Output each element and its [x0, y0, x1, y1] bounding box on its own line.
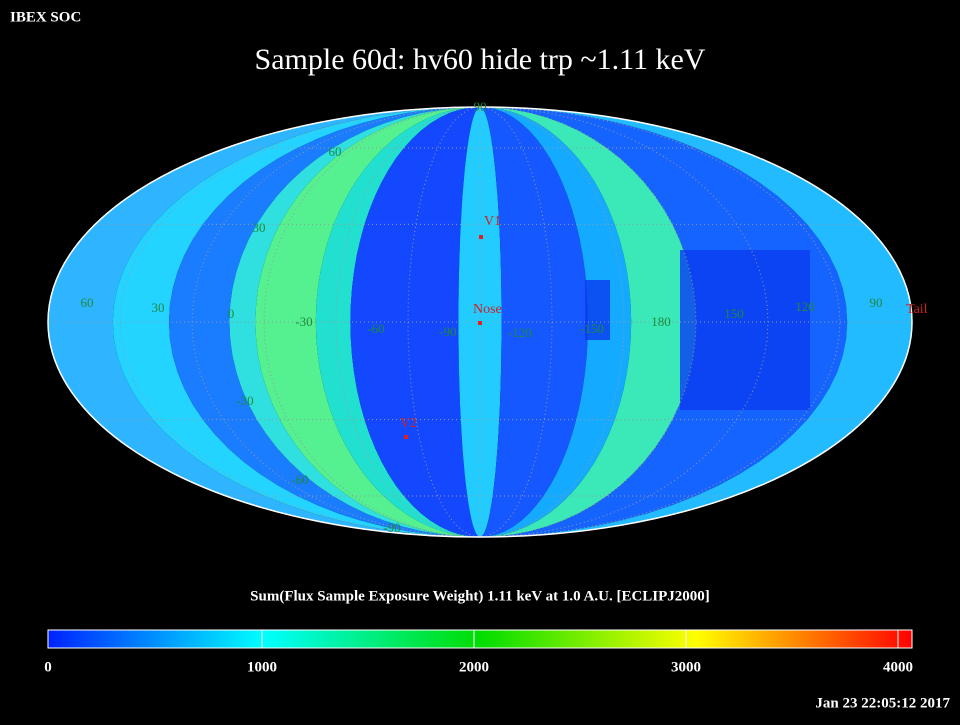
colorbar [47, 629, 913, 649]
flux-band [255, 107, 480, 537]
colorbar-tick-label: 0 [44, 659, 52, 675]
map-outline [47, 106, 913, 538]
flux-patch [585, 280, 610, 340]
flux-band [48, 107, 480, 537]
marker-label: Tail [906, 302, 928, 317]
grid-label: 30 [253, 220, 266, 235]
grid-label: -90 [439, 324, 456, 339]
page-title: Sample 60d: hv60 hide trp ~1.11 keV [255, 43, 706, 76]
timestamp: Jan 23 22:05:12 2017 [815, 695, 950, 711]
marker-dot [404, 435, 408, 439]
grid-label: 150 [724, 306, 744, 321]
grid-label: 0 [228, 306, 235, 321]
flux-patch [680, 250, 810, 410]
flux-band [480, 107, 912, 537]
grid-label: 60 [329, 144, 342, 159]
marker-label: V1 [484, 214, 501, 229]
grid-label: 180 [651, 314, 671, 329]
grid-label: -30 [295, 314, 312, 329]
flux-band [480, 107, 696, 537]
marker-label: Nose [473, 302, 502, 317]
flux-band [315, 107, 480, 537]
flux-band [480, 107, 588, 537]
grid-label: -120 [508, 325, 532, 340]
org-label: IBEX SOC [10, 9, 81, 25]
grid-label: -90 [383, 520, 400, 535]
grid-label: 30 [152, 300, 165, 315]
flux-band [480, 107, 632, 537]
grid-label: 90 [870, 295, 883, 310]
marker-dot [478, 321, 482, 325]
grid-label: -150 [580, 321, 604, 336]
grid-label: 60 [81, 295, 94, 310]
flux-band [350, 107, 480, 537]
colorbar-ticks: 0 1000 2000 3000 4000 [44, 630, 913, 675]
colorbar-tick-label: 2000 [459, 659, 489, 675]
map-labels: 90 60 30 60 30 0 -30 -60 -90 -120 -150 180 150 120 90 -… [81, 99, 928, 535]
colorbar-tick-label: 4000 [883, 659, 913, 675]
grid-label: -60 [367, 321, 384, 336]
meridian [407, 107, 481, 537]
grid-label: 120 [795, 299, 815, 314]
flux-band [480, 107, 848, 537]
grid-label: -60 [291, 472, 308, 487]
colorbar-tick-label: 3000 [671, 659, 701, 675]
marker-label: V2 [400, 416, 417, 431]
colorbar-title: Sum(Flux Sample Exposure Weight) 1.11 ke… [250, 588, 710, 604]
marker-dot [479, 235, 483, 239]
colorbar-tick-label: 1000 [247, 659, 277, 675]
meridian [479, 107, 553, 537]
sky-map [48, 107, 912, 537]
grid-label: -30 [236, 393, 253, 408]
flux-band [169, 107, 480, 537]
grid-label: 90 [474, 99, 487, 114]
flux-band [112, 107, 481, 537]
